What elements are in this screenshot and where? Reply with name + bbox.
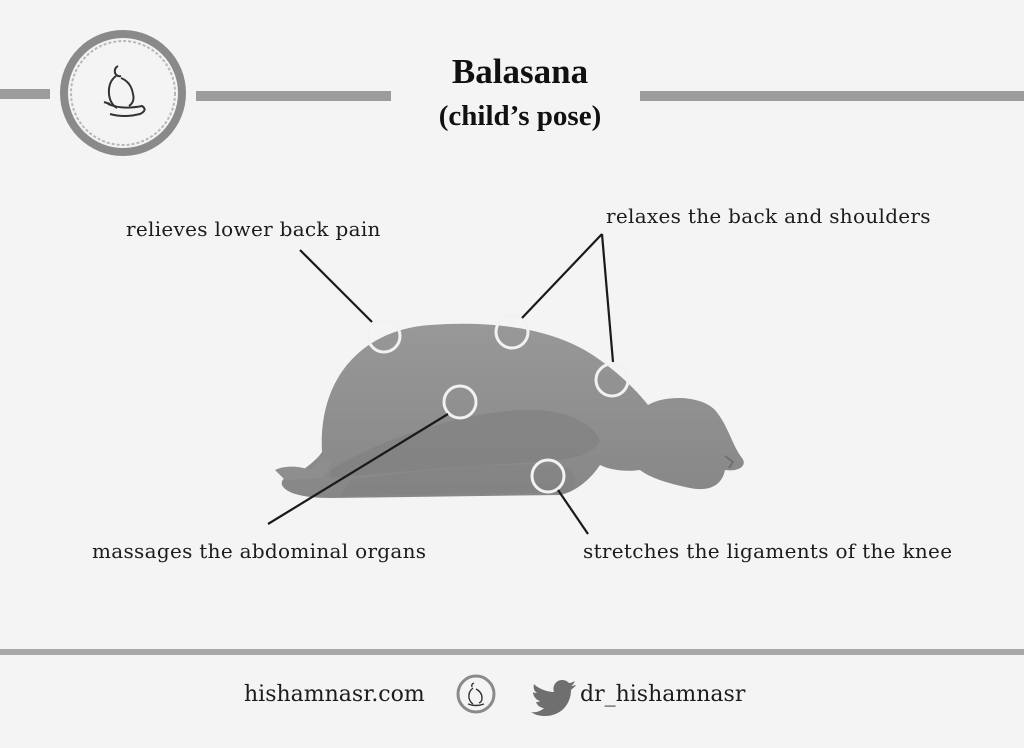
leader-upper-back (521, 233, 603, 319)
leader-lines (267, 233, 615, 535)
header-bar-right (640, 91, 1024, 101)
target-shoulders (594, 362, 630, 398)
label-lower-back: relieves lower back pain (126, 217, 381, 241)
target-abdomen (442, 384, 478, 420)
leader-abdomen (267, 413, 449, 525)
label-back-shoulders: relaxes the back and shoulders (606, 204, 931, 228)
header-bar-left (196, 91, 391, 101)
page-title: Balasana (451, 52, 589, 91)
meditating-figure-small-icon (456, 674, 496, 714)
target-upper-back (494, 314, 530, 350)
page-subtitle: (child’s pose) (438, 100, 602, 132)
footer-divider (0, 649, 1024, 655)
leader-knee (557, 489, 589, 535)
childs-pose-silhouette (275, 323, 744, 498)
website-link[interactable]: hishamnasr.com (244, 682, 425, 707)
target-lower-back (366, 318, 402, 354)
meditating-figure-logo-icon (60, 30, 186, 156)
label-knee: stretches the ligaments of the knee (583, 539, 953, 563)
target-circles (366, 314, 630, 494)
header-bar-left-stub (0, 89, 50, 99)
leader-lower-back (299, 249, 373, 323)
leader-shoulders (600, 233, 615, 363)
target-knee (530, 458, 566, 494)
twitter-bird-icon[interactable] (531, 680, 576, 716)
label-abdominal: massages the abdominal organs (92, 539, 427, 563)
twitter-handle-link[interactable]: dr_hishamnasr (580, 682, 746, 707)
